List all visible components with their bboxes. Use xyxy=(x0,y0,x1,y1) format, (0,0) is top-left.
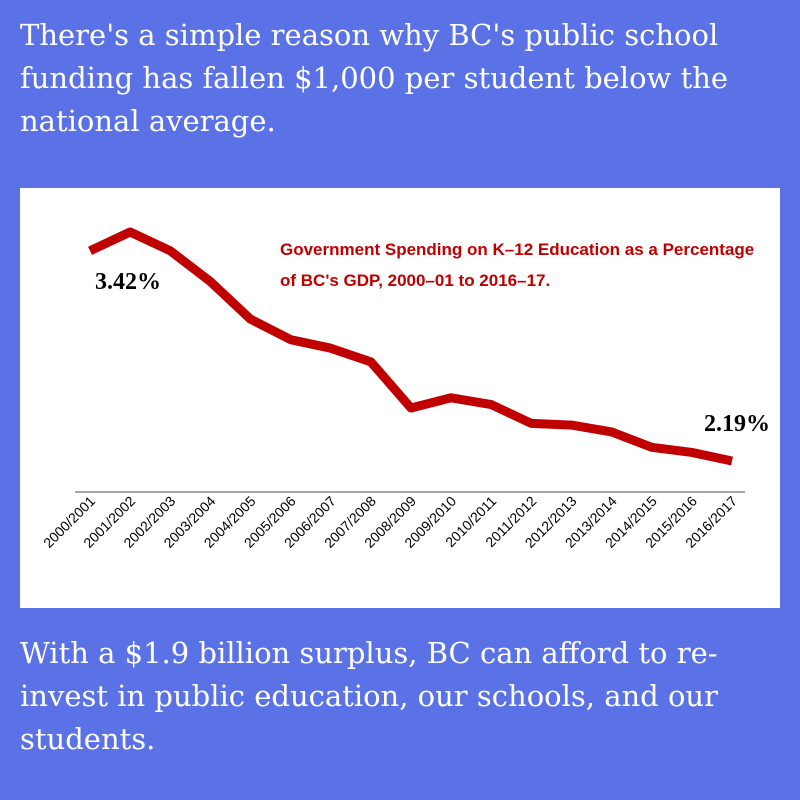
value-label: 2.19% xyxy=(704,411,770,437)
chart-title: Government Spending on K–12 Education as… xyxy=(280,240,755,290)
footer-text: With a $1.9 billion surplus, BC can affo… xyxy=(20,636,718,756)
data-line xyxy=(88,227,733,466)
value-label: 3.42% xyxy=(95,269,161,295)
header-text: There's a simple reason why BC's public … xyxy=(20,18,729,138)
